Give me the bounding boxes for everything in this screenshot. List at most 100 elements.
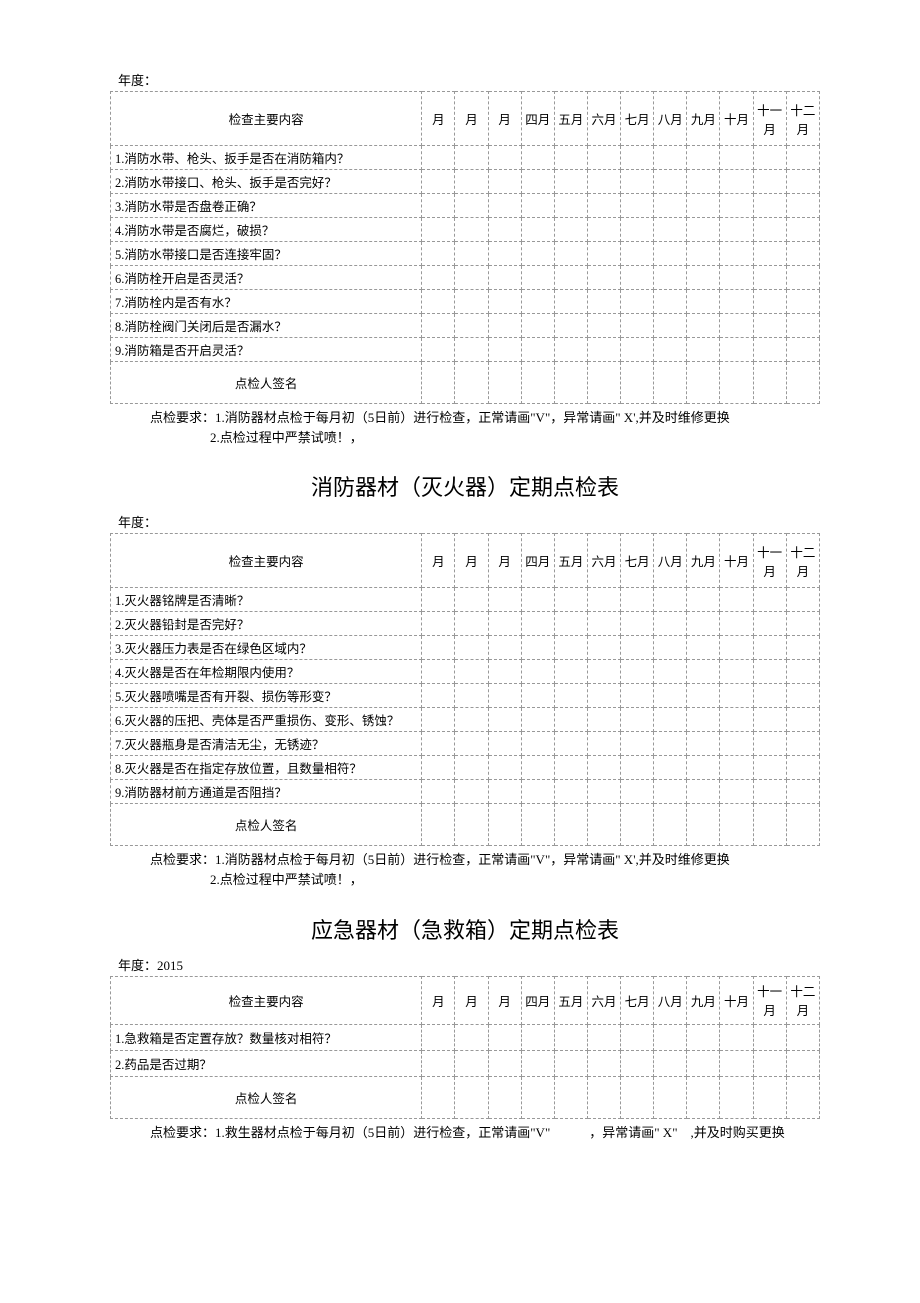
check-cell xyxy=(786,146,819,170)
check-cell xyxy=(554,708,587,732)
check-cell xyxy=(488,146,521,170)
check-cell xyxy=(753,612,786,636)
signature-cell xyxy=(521,362,554,404)
check-cell xyxy=(521,588,554,612)
inspection-table-1: 检查主要内容 月 月 月 四月 五月 六月 七月 八月 九月 十月 十一月 十二… xyxy=(110,91,820,404)
check-cell xyxy=(422,194,455,218)
check-cell xyxy=(455,708,488,732)
month-header: 十月 xyxy=(720,92,753,146)
signature-cell xyxy=(488,362,521,404)
table-row: 1.灭火器铭牌是否清晰？ xyxy=(111,588,820,612)
check-cell xyxy=(587,194,620,218)
check-cell xyxy=(488,588,521,612)
month-header: 九月 xyxy=(687,92,720,146)
check-cell xyxy=(786,170,819,194)
check-cell xyxy=(455,588,488,612)
check-cell xyxy=(488,1024,521,1050)
check-item: 2.药品是否过期？ xyxy=(111,1050,422,1076)
check-cell xyxy=(687,218,720,242)
check-cell xyxy=(521,290,554,314)
check-cell xyxy=(521,708,554,732)
check-cell xyxy=(554,732,587,756)
month-header: 七月 xyxy=(621,976,654,1024)
check-cell xyxy=(554,756,587,780)
check-item: 3.灭火器压力表是否在绿色区域内？ xyxy=(111,636,422,660)
check-cell xyxy=(521,338,554,362)
check-cell xyxy=(654,756,687,780)
check-cell xyxy=(621,290,654,314)
check-cell xyxy=(587,780,620,804)
table-row: 4.消防水带是否腐烂，破损？ xyxy=(111,218,820,242)
month-header: 六月 xyxy=(587,976,620,1024)
check-cell xyxy=(720,756,753,780)
check-cell xyxy=(753,314,786,338)
signature-label: 点检人签名 xyxy=(111,362,422,404)
check-cell xyxy=(786,684,819,708)
check-cell xyxy=(786,314,819,338)
check-cell xyxy=(422,338,455,362)
month-header: 八月 xyxy=(654,976,687,1024)
check-cell xyxy=(587,146,620,170)
table2-body: 检查主要内容 月 月 月 四月 五月 六月 七月 八月 九月 十月 十一月 十二… xyxy=(111,534,820,846)
check-cell xyxy=(753,756,786,780)
check-cell xyxy=(554,636,587,660)
check-cell xyxy=(422,1024,455,1050)
month-header: 五月 xyxy=(554,92,587,146)
check-cell xyxy=(654,588,687,612)
year-label-1: 年度： xyxy=(118,70,820,89)
check-cell xyxy=(720,146,753,170)
check-cell xyxy=(521,266,554,290)
check-item: 9.消防箱是否开启灵活？ xyxy=(111,338,422,362)
check-cell xyxy=(720,588,753,612)
table-row: 3.消防水带是否盘卷正确？ xyxy=(111,194,820,218)
check-item: 6.消防栓开启是否灵活？ xyxy=(111,266,422,290)
check-cell xyxy=(455,266,488,290)
month-header: 月 xyxy=(422,976,455,1024)
check-cell xyxy=(488,660,521,684)
check-cell xyxy=(621,266,654,290)
check-cell xyxy=(521,732,554,756)
signature-cell xyxy=(455,362,488,404)
check-cell xyxy=(786,194,819,218)
check-cell xyxy=(521,756,554,780)
check-item: 3.消防水带是否盘卷正确？ xyxy=(111,194,422,218)
check-cell xyxy=(587,612,620,636)
check-cell xyxy=(521,194,554,218)
check-cell xyxy=(720,732,753,756)
check-cell xyxy=(554,290,587,314)
month-header: 十一月 xyxy=(753,534,786,588)
signature-cell xyxy=(621,1076,654,1118)
check-cell xyxy=(720,612,753,636)
month-header: 月 xyxy=(455,976,488,1024)
check-cell xyxy=(521,780,554,804)
check-cell xyxy=(554,242,587,266)
check-cell xyxy=(521,1024,554,1050)
check-cell xyxy=(422,588,455,612)
month-header: 月 xyxy=(455,534,488,588)
check-cell xyxy=(654,290,687,314)
check-cell xyxy=(554,660,587,684)
check-cell xyxy=(521,1050,554,1076)
check-cell xyxy=(621,146,654,170)
check-cell xyxy=(422,242,455,266)
check-cell xyxy=(786,1024,819,1050)
check-cell xyxy=(521,314,554,338)
check-cell xyxy=(621,684,654,708)
table-row: 9.消防箱是否开启灵活？ xyxy=(111,338,820,362)
check-cell xyxy=(786,588,819,612)
check-cell xyxy=(786,732,819,756)
month-header: 月 xyxy=(455,92,488,146)
signature-cell xyxy=(786,1076,819,1118)
check-cell xyxy=(720,1024,753,1050)
check-item: 7.灭火器瓶身是否清洁无尘，无锈迹？ xyxy=(111,732,422,756)
check-cell xyxy=(621,588,654,612)
check-cell xyxy=(521,170,554,194)
month-header: 月 xyxy=(488,976,521,1024)
check-cell xyxy=(587,266,620,290)
check-cell xyxy=(455,314,488,338)
check-cell xyxy=(554,218,587,242)
title-3: 应急器材（急救箱）定期点检表 xyxy=(110,913,820,945)
table-row: 4.灭火器是否在年检期限内使用？ xyxy=(111,660,820,684)
month-header: 九月 xyxy=(687,976,720,1024)
check-cell xyxy=(786,266,819,290)
